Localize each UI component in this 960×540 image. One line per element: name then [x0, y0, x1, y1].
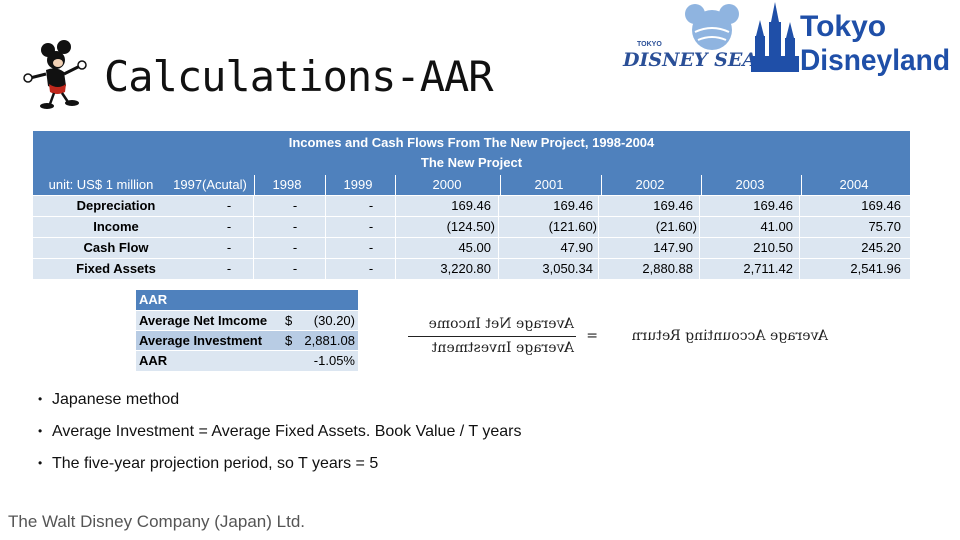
cell: 45.00	[458, 240, 491, 255]
header-2000: 2000	[432, 177, 462, 192]
aar-table-title: AAR	[136, 290, 358, 310]
aar-label: Average Net Imcome	[139, 313, 268, 328]
cell: 47.90	[560, 240, 593, 255]
formula-fraction-bar	[408, 336, 576, 337]
bullet-dot-icon: •	[38, 424, 43, 438]
cell: -	[292, 261, 298, 276]
cell: -	[226, 198, 232, 213]
aar-label: AAR	[139, 353, 168, 368]
table-row-fixed-assets: Fixed Assets - - - 3,220.80 3,050.34 2,8…	[33, 258, 910, 279]
header-1999: 1999	[343, 177, 373, 192]
disneyland-logo: Tokyo Disneyland	[751, 2, 950, 77]
table-row-income: Income - - - (124.50) (121.60) (21.60) 4…	[33, 216, 910, 237]
formula-denominator: Average Investment	[431, 340, 574, 356]
tokyo-disney-resort-logos: TOKYO DISNEY SEA Tokyo Disneyland	[622, 2, 950, 77]
aar-label: Average Investment	[139, 333, 263, 348]
incomes-cashflows-table: Incomes and Cash Flows From The New Proj…	[33, 131, 910, 279]
header-2004: 2004	[839, 177, 869, 192]
cell: 169.46	[653, 198, 693, 213]
cell: -	[368, 198, 374, 213]
cell: (124.50)	[446, 219, 495, 234]
cell: 169.46	[451, 198, 491, 213]
aar-row-net-income: Average Net Imcome $ (30.20)	[136, 310, 358, 331]
row-label: Cash Flow	[83, 240, 149, 255]
row-label: Depreciation	[76, 198, 156, 213]
cell: 75.70	[868, 219, 901, 234]
cell: -	[226, 240, 232, 255]
aar-value: -1.05%	[313, 353, 355, 368]
cell: 3,220.80	[440, 261, 491, 276]
cell: 169.46	[861, 198, 901, 213]
svg-text:DISNEY SEA: DISNEY SEA	[622, 49, 757, 71]
cell: 2,541.96	[850, 261, 901, 276]
cell: -	[368, 261, 374, 276]
table-title: Incomes and Cash Flows From The New Proj…	[288, 135, 655, 150]
cell: -	[226, 219, 232, 234]
cell: 147.90	[653, 240, 693, 255]
cell: -	[292, 219, 298, 234]
mickey-mouse-illustration	[23, 40, 87, 109]
table-subtitle: The New Project	[420, 155, 523, 170]
header-1997: 1997(Acutal)	[173, 177, 247, 192]
aar-formula: Average Accounting Return = Average Net …	[408, 312, 828, 362]
svg-text:Tokyo: Tokyo	[800, 10, 886, 43]
aar-currency: $	[285, 333, 293, 348]
cell: 245.20	[861, 240, 901, 255]
cell: 169.46	[553, 198, 593, 213]
company-footer-logo: The Walt Disney Company (Japan) Ltd.	[8, 512, 305, 531]
cell: -	[292, 240, 298, 255]
aar-value: 2,881.08	[304, 333, 355, 348]
cell: 41.00	[760, 219, 793, 234]
cell: -	[368, 240, 374, 255]
bullet-item: • Japanese method	[38, 391, 180, 408]
slide-title: Calculations-AAR	[104, 52, 494, 101]
aar-value: (30.20)	[313, 313, 355, 328]
disneysea-logo: TOKYO DISNEY SEA	[622, 4, 757, 71]
cell: 2,711.42	[743, 261, 793, 276]
cell: -	[292, 198, 298, 213]
bullet-dot-icon: •	[38, 392, 43, 406]
header-2002: 2002	[635, 177, 665, 192]
cell: 2,880.88	[642, 261, 693, 276]
bullet-item: • Average Investment = Average Fixed Asse…	[38, 423, 522, 440]
formula-numerator: Average Net Income	[428, 316, 574, 332]
header-1998: 1998	[272, 177, 302, 192]
bullet-dot-icon: •	[38, 456, 43, 470]
svg-text:TOKYO: TOKYO	[637, 41, 662, 48]
table-header-row: unit: US$ 1 million 1997(Acutal) 1998 19…	[33, 175, 910, 195]
cell: 3,050.34	[542, 261, 593, 276]
cell: -	[368, 219, 374, 234]
table-row-depreciation: Depreciation - - - 169.46 169.46 169.46 …	[33, 195, 910, 216]
row-label: Fixed Assets	[76, 261, 156, 276]
table-row-cashflow: Cash Flow - - - 45.00 47.90 147.90 210.5…	[33, 237, 910, 258]
cell: 210.50	[753, 240, 793, 255]
formula-equals: =	[586, 328, 598, 344]
cell: 169.46	[753, 198, 793, 213]
cell: (21.60)	[655, 219, 697, 234]
cell: (121.60)	[548, 219, 597, 234]
aar-row-investment: Average Investment $ 2,881.08	[136, 330, 358, 351]
row-label: Income	[93, 219, 139, 234]
header-unit: unit: US$ 1 million	[48, 177, 154, 192]
cell: -	[226, 261, 232, 276]
aar-row-aar: AAR -1.05%	[136, 350, 358, 371]
bullet-item: • The five-year projection period, so T y…	[38, 455, 379, 472]
header-2003: 2003	[735, 177, 765, 192]
aar-summary-table: AAR Average Net Imcome $ (30.20) Average…	[136, 290, 358, 371]
formula-lhs: Average Accounting Return	[631, 328, 828, 344]
aar-currency: $	[285, 313, 293, 328]
header-2001: 2001	[534, 177, 564, 192]
svg-text:Disneyland: Disneyland	[800, 44, 950, 77]
